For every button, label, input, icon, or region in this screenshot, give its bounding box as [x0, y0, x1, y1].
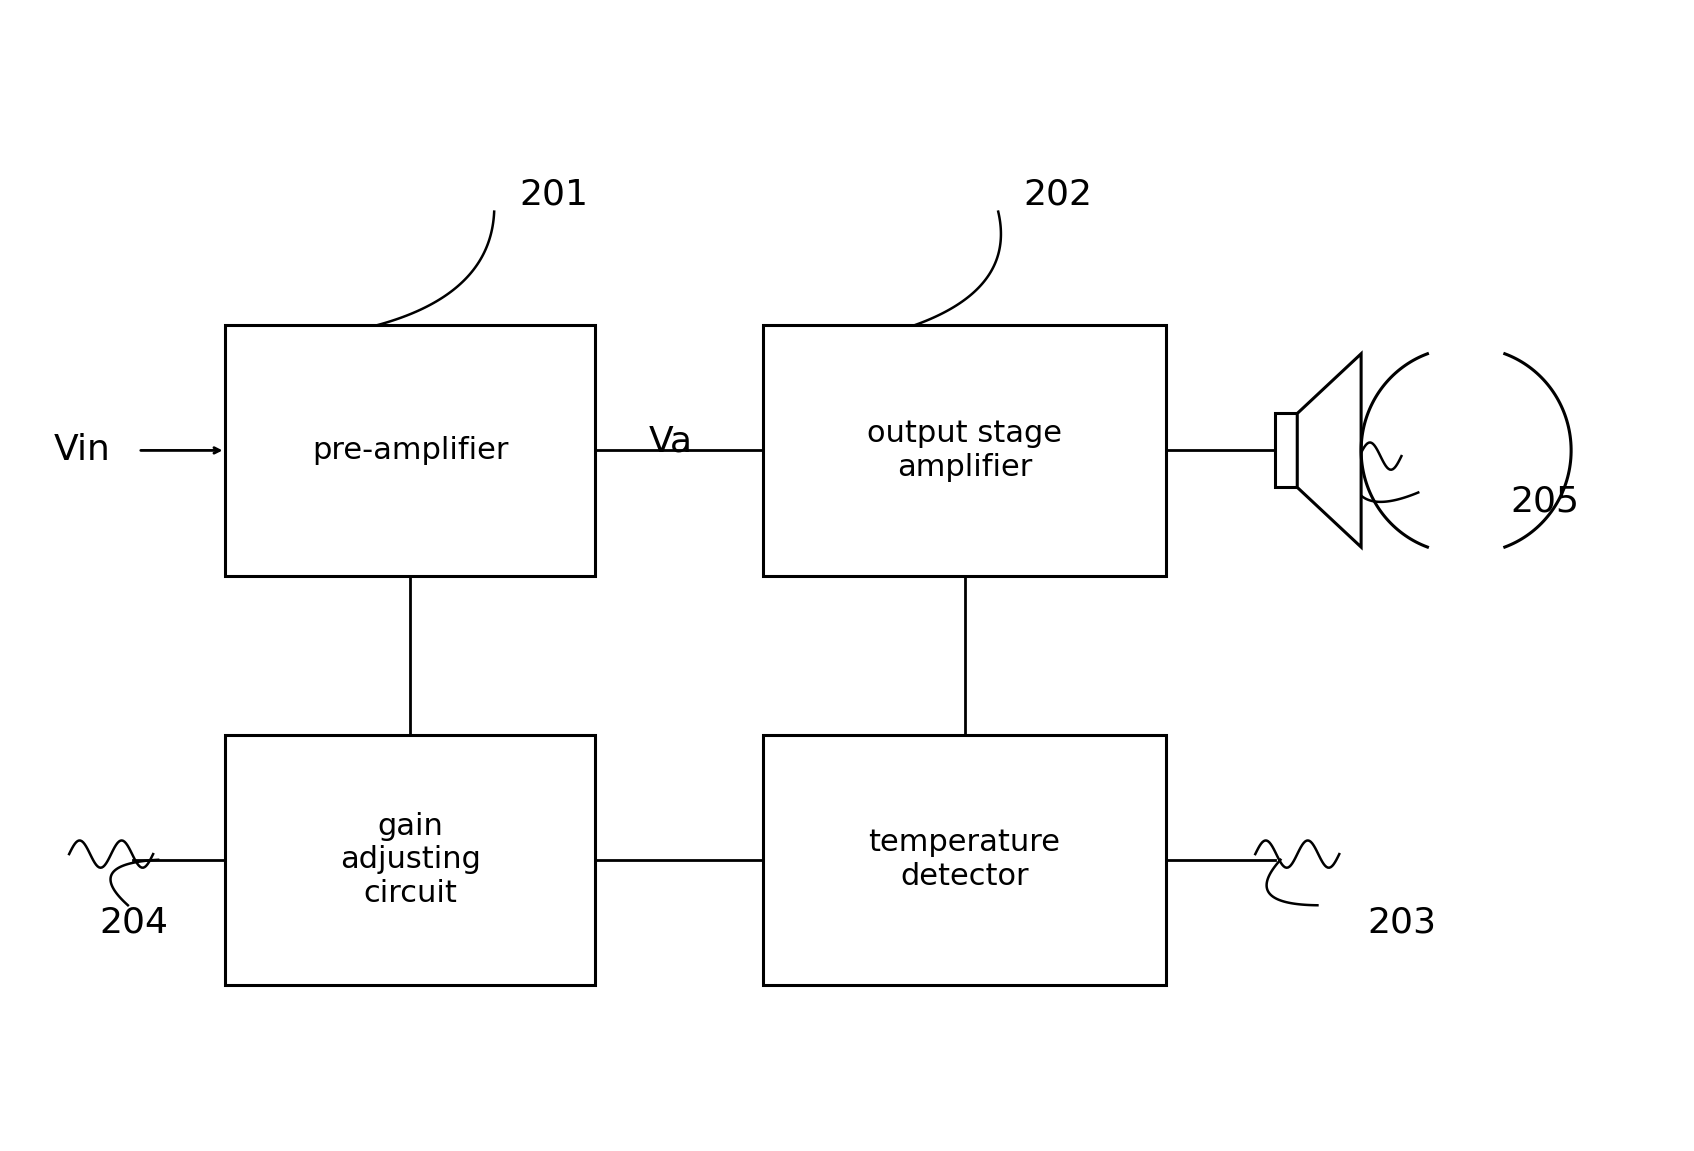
Text: Vin: Vin [54, 434, 112, 467]
Bar [225, 734, 595, 985]
Text: output stage
amplifier: output stage amplifier [867, 419, 1062, 482]
Bar [1276, 413, 1298, 487]
Bar [762, 326, 1165, 576]
Bar [762, 734, 1165, 985]
Bar [225, 326, 595, 576]
Text: 202: 202 [1023, 177, 1093, 212]
Text: temperature
detector: temperature detector [869, 829, 1060, 891]
Text: 204: 204 [100, 906, 168, 939]
Text: gain
adjusting
circuit: gain adjusting circuit [340, 811, 481, 908]
Text: 205: 205 [1511, 485, 1579, 519]
Text: 201: 201 [520, 177, 588, 212]
PathPatch shape [1298, 353, 1360, 547]
Text: Va: Va [649, 425, 693, 458]
Text: 203: 203 [1367, 906, 1437, 939]
Text: pre-amplifier: pre-amplifier [312, 436, 508, 465]
